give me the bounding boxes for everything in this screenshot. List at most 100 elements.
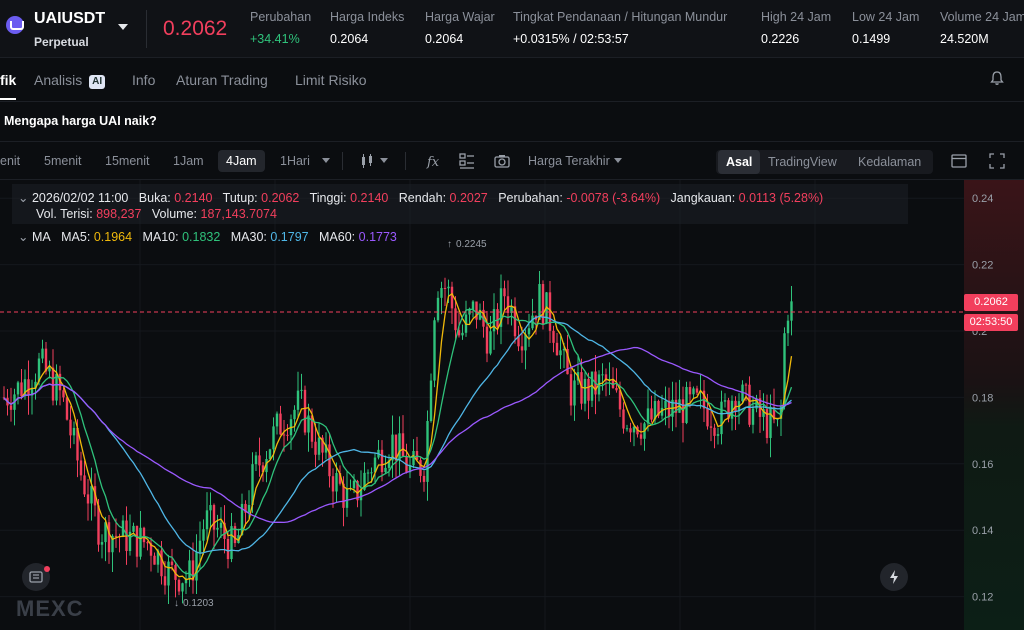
active-tab-indicator <box>0 98 16 100</box>
panel-toggle-icon[interactable] <box>950 152 968 170</box>
collapse-arrow-icon[interactable]: ⌄ <box>18 191 29 205</box>
candle-body <box>426 421 429 482</box>
contract-type: Perpetual <box>34 35 89 49</box>
candle-body <box>790 301 793 321</box>
candle-body <box>335 473 338 492</box>
chevron-down-icon <box>613 158 622 163</box>
camera-icon[interactable] <box>493 152 511 170</box>
tab-trading-rules[interactable]: Aturan Trading <box>176 72 268 88</box>
symbol-name[interactable]: UAIUSDT <box>34 10 106 27</box>
candle-body <box>27 379 30 396</box>
layout-settings-icon[interactable] <box>458 152 476 170</box>
bell-icon[interactable] <box>989 70 1005 86</box>
ai-question-banner[interactable]: Mengapa harga UAI naik? <box>0 102 1024 142</box>
view-tradingview[interactable]: TradingView <box>768 155 837 169</box>
candle-body <box>688 387 692 395</box>
stat-volume-24h: Volume 24 Jam 24.520M <box>940 10 1024 46</box>
timeframe-1m[interactable]: enit <box>0 154 21 168</box>
tab-chart[interactable]: fik <box>0 72 17 88</box>
price-chart[interactable]: 0.240.220.20.180.160.140.12 ↑ 0.2245 ↓ 0.1… <box>0 180 1024 630</box>
chart-toolbar: enit 5menit 15menit 1Jam 4Jam 1Hari fx H… <box>0 142 1024 180</box>
candle-body <box>744 384 748 386</box>
stat-value: 0.2226 <box>761 32 800 46</box>
stat-label: Harga Wajar <box>425 10 495 24</box>
ma10-line <box>3 308 793 578</box>
tab-analysis[interactable]: Analisis AI <box>34 72 106 89</box>
candle-body <box>485 326 489 354</box>
candle-body <box>391 434 394 461</box>
quick-trade-button[interactable] <box>880 563 908 591</box>
close-label: Tutup: <box>222 191 258 205</box>
candle-body <box>727 400 730 419</box>
candle-body <box>307 415 310 433</box>
current-price-tag: 0.2062 <box>964 294 1018 311</box>
candle-body <box>104 522 107 543</box>
chevron-down-icon <box>380 158 388 163</box>
ma5-value: 0.1964 <box>93 230 133 244</box>
tab-info[interactable]: Info <box>132 72 156 88</box>
stat-value: +0.0315% / 02:53:57 <box>513 32 629 46</box>
candle-body <box>608 379 611 381</box>
candle-body <box>261 465 265 473</box>
stat-label: High 24 Jam <box>761 10 832 24</box>
timeframe-1d[interactable]: 1Hari <box>280 154 310 168</box>
timeframe-4h[interactable]: 4Jam <box>218 150 265 172</box>
candle-body <box>97 505 100 545</box>
candle-body <box>37 358 41 382</box>
volume-value: 187,143.7074 <box>200 207 277 221</box>
candle-body <box>412 451 415 466</box>
min-price-marker: ↓ 0.1203 <box>174 598 214 609</box>
candle-type-icon[interactable] <box>359 152 377 170</box>
candle-body <box>62 390 65 398</box>
ma10-label: MA10: <box>142 230 179 244</box>
collapse-arrow-icon[interactable]: ⌄ <box>18 230 29 244</box>
candle-body <box>321 437 324 453</box>
candle-body <box>160 550 163 577</box>
indicator-fx-icon[interactable]: fx <box>426 152 444 170</box>
question-text: Mengapa harga UAI naik? <box>4 114 157 128</box>
symbol-dropdown-icon[interactable] <box>118 24 128 30</box>
candle-type-dropdown[interactable] <box>376 154 388 168</box>
candle-body <box>296 390 300 410</box>
view-original[interactable]: Asal <box>718 150 761 174</box>
ma-label[interactable]: MA <box>31 230 51 244</box>
candle-body <box>538 284 541 320</box>
candle-body <box>657 400 660 416</box>
candle-body <box>345 488 349 508</box>
candle-body <box>527 328 531 335</box>
candle-body <box>167 561 170 586</box>
ma60-value: 0.1773 <box>358 230 397 244</box>
candle-body <box>177 579 181 592</box>
ma5-label: MA5: <box>61 230 91 244</box>
candle-body <box>153 555 156 565</box>
tab-risk-limit[interactable]: Limit Risiko <box>295 72 367 88</box>
candle-body <box>496 309 499 327</box>
ma30-line <box>3 315 792 554</box>
candle-body <box>181 583 184 592</box>
candle-body <box>370 472 373 474</box>
fullscreen-icon[interactable] <box>988 152 1006 170</box>
candle-body <box>440 288 443 298</box>
candle-body <box>748 384 751 425</box>
candle-body <box>328 444 331 477</box>
more-timeframes-dropdown[interactable] <box>318 154 330 168</box>
view-depth[interactable]: Kedalaman <box>858 155 922 169</box>
candle-body <box>216 527 219 530</box>
timeframe-5m[interactable]: 5menit <box>44 154 82 168</box>
filled-volume-label: Vol. Terisi: <box>36 207 93 221</box>
candle-body <box>93 486 97 506</box>
candle-body <box>776 418 779 420</box>
candle-body <box>772 407 776 420</box>
candle-body <box>107 522 111 553</box>
open-label: Buka: <box>138 191 171 205</box>
timeframe-15m[interactable]: 15menit <box>105 154 150 168</box>
candle-body <box>303 389 307 433</box>
stat-value: +34.41% <box>250 32 300 46</box>
candle-body <box>356 480 359 501</box>
candle-body <box>622 409 625 429</box>
candle-body <box>422 475 426 482</box>
timeframe-1h[interactable]: 1Jam <box>173 154 204 168</box>
stat-funding-rate[interactable]: Tingkat Pendanaan / Hitungan Mundur +0.0… <box>513 10 727 46</box>
price-type-dropdown[interactable]: Harga Terakhir <box>528 154 622 168</box>
candle-body <box>139 527 142 557</box>
